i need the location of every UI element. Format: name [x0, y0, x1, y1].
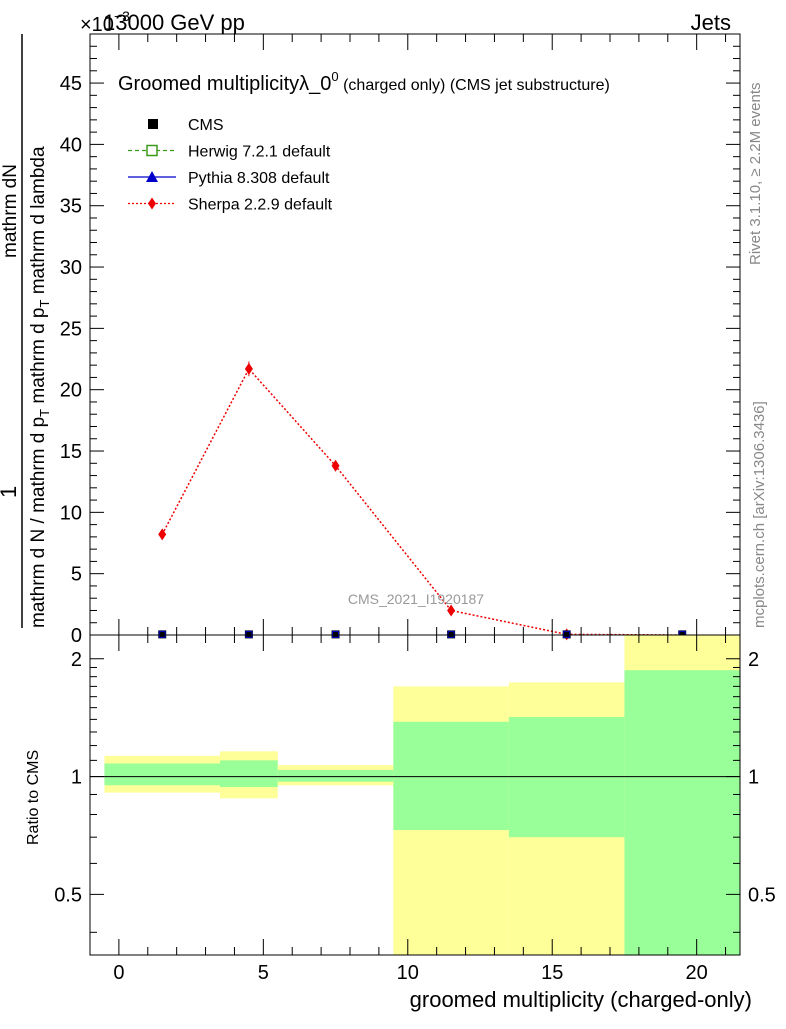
- energy-label: 13000 GeV pp: [103, 10, 245, 35]
- x-axis-label: groomed multiplicity (charged-only): [410, 987, 752, 1012]
- rivet-label: Rivet 3.1.10, ≥ 2.2M events: [747, 83, 764, 266]
- ratio-band-green: [624, 670, 740, 955]
- legend-cms-marker: [148, 119, 158, 129]
- y-tick-label: 0: [71, 625, 82, 647]
- pythia-point: [447, 630, 455, 638]
- ratio-y-tick-label: 2: [71, 649, 82, 671]
- ratio-band-green: [277, 769, 394, 782]
- cms-point: [447, 630, 456, 639]
- main-title: Groomed multiplicityλ_00 (charged only) …: [118, 69, 610, 95]
- x-tick-label: 10: [397, 962, 419, 984]
- ratio-band-green: [393, 721, 509, 831]
- sherpa-line: [161, 367, 683, 636]
- watermark: CMS_2021_I1920187: [348, 591, 484, 607]
- y-tick-label: 30: [60, 257, 82, 279]
- cms-point: [562, 630, 571, 639]
- legend-herwig-marker: [146, 144, 158, 157]
- ratio-y-tick-label: 1: [71, 767, 82, 789]
- ratio-y-tick-label-right: 0.5: [748, 884, 776, 906]
- main-ylabel-bottom: mathrm d N / mathrm d pT mathrm d pT mat…: [28, 146, 52, 628]
- ratio-ylabel: Ratio to CMS: [25, 750, 42, 845]
- x-tick-label: 15: [541, 962, 563, 984]
- y-tick-label: 20: [60, 380, 82, 402]
- x-tick-label: 0: [113, 962, 124, 984]
- ratio-frame: [89, 634, 741, 956]
- sherpa-point: [158, 528, 167, 541]
- ratio-y-tick-label-right: 1: [748, 767, 759, 789]
- y-tick-label: 35: [60, 196, 82, 218]
- main-ylabel: mathrm d N / mathrm d pT mathrm d pT mat…: [28, 146, 52, 628]
- legend-label: Herwig 7.2.1 default: [188, 144, 331, 161]
- y-tick-label: 5: [71, 564, 82, 586]
- cms-point: [244, 630, 253, 639]
- exponent-label: ×10: [80, 14, 114, 36]
- legend: CMS Herwig 7.2.1 default Pythia 8.308 defa…: [128, 117, 333, 214]
- y-tick-label: 10: [60, 502, 82, 524]
- ratio-band-green: [220, 760, 278, 788]
- y-tick-label: 45: [60, 73, 82, 95]
- sherpa-point: [244, 362, 253, 375]
- sherpa-point: [447, 604, 456, 617]
- y-tick-label: 40: [60, 134, 82, 156]
- cms-point: [331, 630, 340, 639]
- legend-label: Pythia 8.308 default: [188, 170, 330, 187]
- main-panel: 0 5 10 15 20 25 30 35 40 45 CMS_2021_I1920187 Gro…: [60, 33, 741, 647]
- cms-point: [158, 630, 167, 639]
- category-label: Jets: [691, 10, 731, 35]
- legend-label: Sherpa 2.2.9 default: [188, 197, 333, 214]
- ratio-y-tick-label-right: 2: [748, 649, 759, 671]
- y-tick-label: 15: [60, 441, 82, 463]
- mcplots-label: mcplots.cern.ch [arXiv:1306.3436]: [751, 401, 768, 628]
- pythia-point: [332, 630, 340, 638]
- cms-point: [678, 630, 687, 639]
- sherpa-point: [331, 459, 340, 472]
- main-ylabel-top: mathrm dN: [0, 164, 21, 258]
- ratio-band-green: [508, 716, 625, 838]
- y-tick-label: 25: [60, 318, 82, 340]
- pythia-point: [563, 630, 571, 638]
- ratio-panel: 0.5 0.51 12 20 5 10 15 20: [54, 634, 776, 984]
- x-tick-label: 20: [686, 962, 708, 984]
- x-tick-label: 5: [258, 962, 269, 984]
- exponent-value: −3: [114, 8, 130, 24]
- ratio-y-tick-label: 0.5: [54, 884, 82, 906]
- main-ylabel-one: 1: [0, 486, 21, 498]
- pythia-point: [158, 630, 166, 638]
- pythia-point: [245, 630, 253, 638]
- legend-pythia-marker: [146, 171, 158, 182]
- legend-sherpa-marker: [148, 197, 156, 210]
- ratio-band-green: [104, 763, 220, 786]
- legend-label: CMS: [188, 117, 224, 134]
